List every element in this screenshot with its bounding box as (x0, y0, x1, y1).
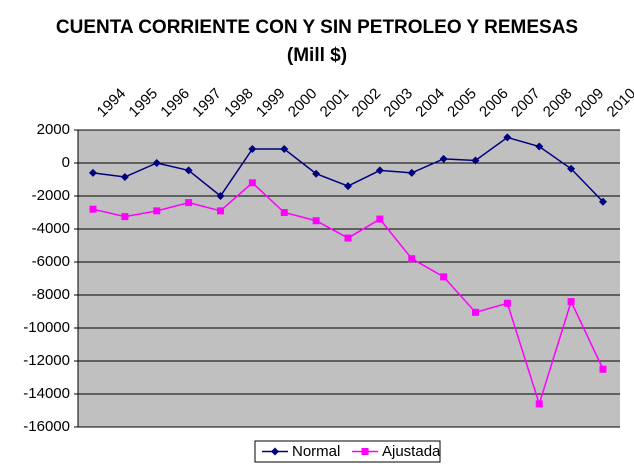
marker (344, 182, 352, 191)
y-tick-label: 2000 (37, 121, 70, 138)
marker (361, 448, 369, 455)
marker (408, 255, 416, 263)
marker (280, 209, 288, 216)
marker (217, 207, 224, 215)
x-tick-label: 1997 (189, 85, 225, 121)
x-tick-label: 2008 (540, 85, 576, 121)
marker (89, 168, 97, 177)
plot-area (78, 130, 620, 427)
marker (216, 192, 225, 200)
x-tick-label: 2005 (444, 85, 480, 121)
marker (567, 164, 576, 173)
y-tick-label: -12000 (23, 352, 70, 369)
marker (471, 156, 480, 165)
x-tick-label: 1996 (157, 85, 193, 121)
y-tick-label: -14000 (23, 385, 70, 402)
marker (535, 400, 543, 408)
marker (312, 217, 320, 225)
y-tick-label: -2000 (32, 187, 70, 204)
x-tick-label: 2006 (476, 85, 512, 121)
chart-title: (Mill $) (287, 45, 347, 66)
y-tick-label: -10000 (23, 319, 70, 336)
marker (376, 215, 384, 223)
marker (599, 365, 607, 373)
marker (439, 154, 448, 163)
x-tick-label: 2000 (285, 85, 321, 121)
marker (503, 133, 512, 142)
marker (312, 169, 321, 178)
y-tick-label: -8000 (32, 286, 70, 303)
marker (344, 234, 352, 242)
y-tick-label: -16000 (23, 418, 70, 435)
legend: Normal Ajustada (254, 440, 441, 463)
y-tick-label: -6000 (32, 253, 70, 270)
x-tick-label: 1998 (221, 85, 257, 121)
marker (89, 205, 97, 213)
x-tick-label: 1994 (94, 85, 130, 121)
x-tick-label: 2003 (380, 85, 416, 121)
marker (184, 166, 193, 175)
marker (120, 173, 129, 182)
x-tick-label: 2001 (317, 85, 353, 121)
marker (153, 207, 161, 215)
marker (407, 168, 416, 177)
marker (185, 199, 193, 207)
marker (248, 144, 257, 153)
x-tick-label: 2004 (412, 85, 448, 121)
chart-title: CUENTA CORRIENTE CON Y SIN PETROLEO Y RE… (56, 17, 578, 38)
x-tick-label: 2009 (572, 85, 608, 121)
marker (567, 298, 575, 306)
marker (152, 159, 161, 167)
legend-label: Ajustada (382, 443, 441, 460)
marker (375, 166, 384, 175)
x-tick-label: 2002 (349, 85, 385, 121)
marker (472, 308, 479, 316)
y-tick-label: 0 (62, 154, 70, 171)
marker (535, 142, 544, 151)
legend-box (254, 440, 441, 463)
marker (271, 447, 279, 456)
marker (280, 144, 289, 153)
marker (121, 213, 129, 221)
x-tick-label: 1995 (125, 85, 161, 121)
x-tick-label: 2007 (508, 85, 544, 121)
x-tick-label: 1999 (253, 85, 289, 121)
marker (503, 299, 511, 307)
marker (248, 179, 256, 187)
y-tick-label: -4000 (32, 220, 70, 237)
legend-label: Normal (292, 443, 340, 460)
marker (599, 197, 607, 206)
marker (440, 273, 448, 281)
x-tick-label: 2010 (604, 85, 634, 121)
